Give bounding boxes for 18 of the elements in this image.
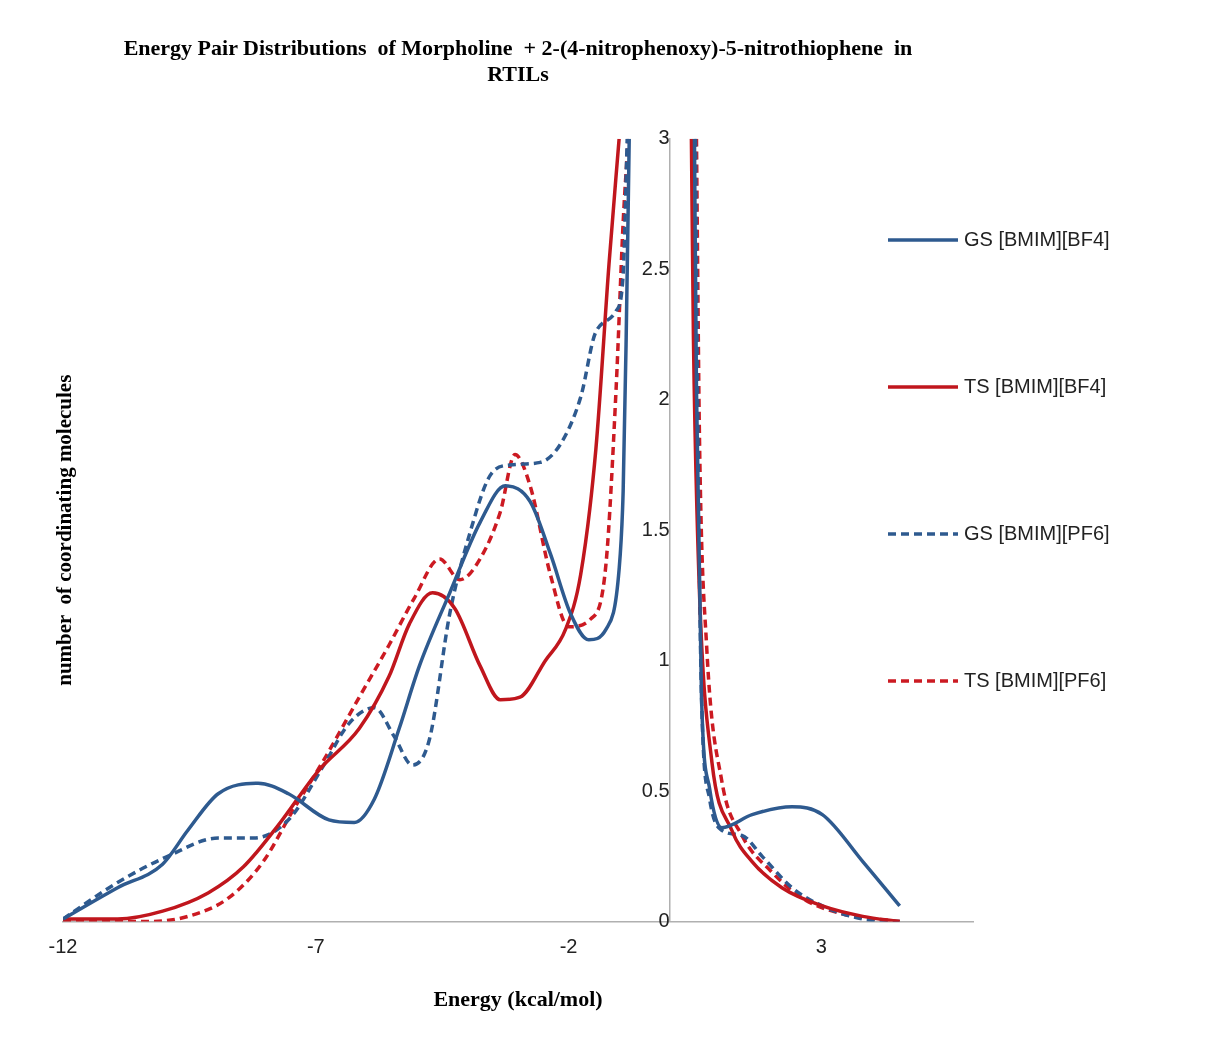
- x-axis-title: Energy (kcal/mol): [433, 986, 603, 1012]
- legend-label: TS [BMIM][BF4]: [964, 375, 1107, 398]
- x-tick-label: -7: [306, 935, 325, 958]
- y-axis-title: number of coordinating molecules: [52, 374, 77, 686]
- legend-label: TS [BMIM][PF6]: [964, 669, 1107, 692]
- x-tick-label: -12: [48, 935, 78, 958]
- x-tick-label: 3: [815, 935, 827, 958]
- legend-label: GS [BMIM][PF6]: [964, 522, 1110, 545]
- legend-label: GS [BMIM][BF4]: [964, 228, 1110, 251]
- y-tick-label: 1.5: [641, 517, 670, 540]
- y-tick-label: 0: [658, 909, 670, 932]
- x-tick-label: -2: [559, 935, 578, 958]
- y-tick-label: 3: [658, 126, 670, 149]
- y-tick-label: 0.5: [641, 778, 670, 801]
- y-tick-label: 2: [658, 387, 670, 410]
- chart-title: Energy Pair Distributions of Morpholine + 2-(4-nitrophenoxy)-5-nitrothiophene in RTILs: [123, 34, 913, 87]
- y-tick-label: 1: [658, 648, 670, 671]
- y-tick-label: 2.5: [641, 256, 670, 279]
